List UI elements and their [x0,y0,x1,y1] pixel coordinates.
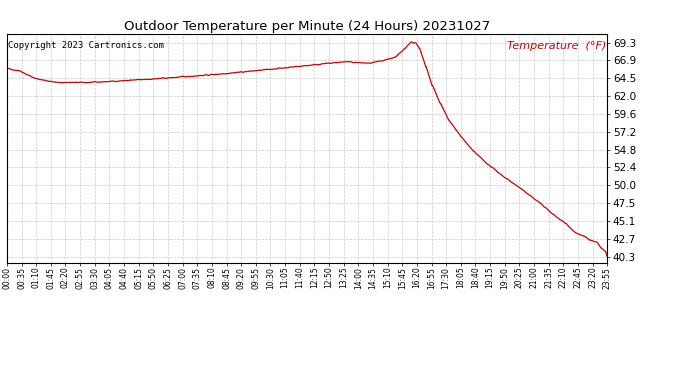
Text: Temperature  (°F): Temperature (°F) [506,40,606,51]
Title: Outdoor Temperature per Minute (24 Hours) 20231027: Outdoor Temperature per Minute (24 Hours… [124,20,490,33]
Text: Copyright 2023 Cartronics.com: Copyright 2023 Cartronics.com [8,40,164,50]
